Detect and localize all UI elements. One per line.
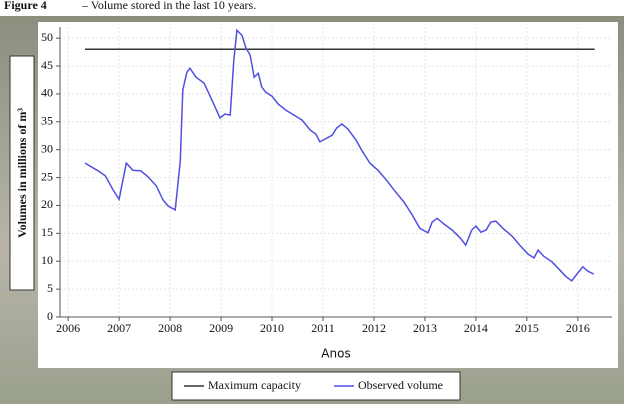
y-tick-label: 25: [41, 169, 53, 183]
x-tick-label: 2007: [107, 321, 131, 335]
x-tick-label: 2012: [362, 321, 386, 335]
x-tick-label: 2008: [158, 321, 182, 335]
y-axis-label: Volumes in millions of m³: [15, 108, 29, 238]
y-tick-label: 10: [41, 253, 53, 267]
y-tick-label: 30: [41, 141, 53, 155]
x-tick-label: 2013: [413, 321, 437, 335]
legend-label: Observed volume: [358, 378, 443, 392]
figure-label: Figure 4: [4, 0, 47, 12]
x-tick-label: 2010: [260, 321, 284, 335]
series-line: [84, 28, 595, 282]
legend-label: Maximum capacity: [208, 378, 301, 392]
y-label-box: [9, 55, 35, 291]
plot-panel: [38, 22, 618, 368]
y-tick-label: 0: [47, 309, 53, 323]
y-tick-label: 20: [41, 197, 53, 211]
y-tick-label: 40: [41, 86, 53, 100]
x-tick-label: 2011: [311, 321, 335, 335]
y-tick-label: 15: [41, 225, 53, 239]
x-tick-label: 2009: [209, 321, 233, 335]
y-tick-label: 50: [41, 30, 53, 44]
x-tick-label: 2015: [515, 321, 539, 335]
x-axis-label: Anos: [321, 347, 350, 361]
y-tick-label: 45: [41, 58, 53, 72]
y-tick-label: 35: [41, 114, 53, 128]
y-tick-label: 5: [47, 281, 53, 295]
x-tick-label: 2006: [56, 321, 80, 335]
legend: [171, 371, 461, 401]
chart-title: – Volume stored in the last 10 years.: [81, 0, 256, 12]
x-tick-label: 2016: [566, 321, 590, 335]
x-tick-label: 2014: [464, 321, 488, 335]
